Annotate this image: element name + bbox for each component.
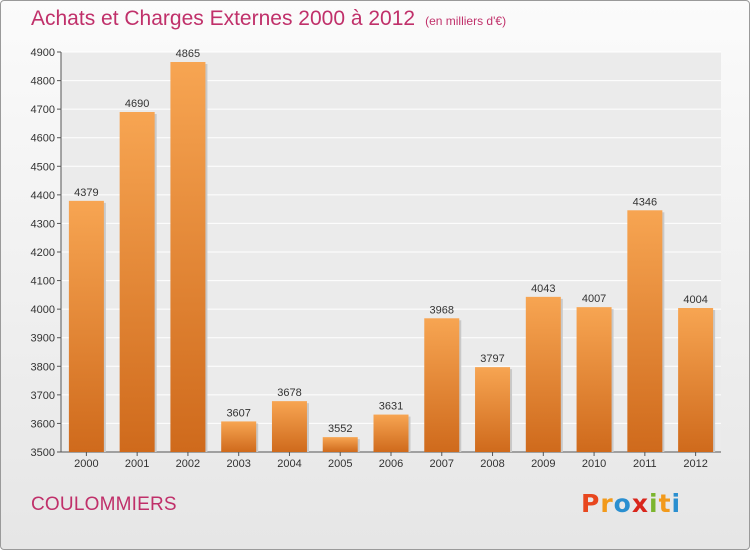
data-label: 3631 <box>379 401 403 413</box>
y-tick-label: 4000 <box>31 304 55 316</box>
data-label: 4043 <box>531 283 555 295</box>
data-label: 4346 <box>633 196 657 208</box>
bar <box>373 414 409 452</box>
bar <box>68 200 104 452</box>
bar <box>627 210 663 452</box>
data-label: 4007 <box>582 293 606 305</box>
bar <box>119 112 155 452</box>
bar <box>271 401 307 452</box>
y-tick-label: 3700 <box>31 390 55 402</box>
data-label: 4865 <box>176 48 200 60</box>
y-tick-label: 3800 <box>31 361 55 373</box>
logo-letter: x <box>631 489 649 518</box>
logo-letter: r <box>600 489 614 518</box>
y-tick-label: 4400 <box>31 190 55 202</box>
x-tick-label: 2010 <box>582 458 606 470</box>
logo-letter: o <box>613 489 632 518</box>
data-label: 3968 <box>430 304 454 316</box>
bar <box>322 437 358 452</box>
y-tick-label: 3600 <box>31 418 55 430</box>
data-label: 3797 <box>480 353 504 365</box>
y-tick-label: 4700 <box>31 104 55 116</box>
bar <box>424 318 460 452</box>
y-tick-label: 4200 <box>31 247 55 259</box>
logo-letter: i <box>671 489 682 518</box>
y-tick-label: 4100 <box>31 276 55 288</box>
y-tick-label: 4800 <box>31 76 55 88</box>
y-tick-label: 4500 <box>31 161 55 173</box>
bar <box>170 62 206 452</box>
x-tick-label: 2002 <box>176 458 200 470</box>
x-tick-label: 2001 <box>125 458 149 470</box>
x-tick-label: 2006 <box>379 458 403 470</box>
data-label: 3678 <box>277 387 301 399</box>
chart-title-text: Achats et Charges Externes 2000 à 2012 <box>31 7 416 30</box>
logo-letter: i <box>649 489 659 518</box>
data-label: 4379 <box>74 187 98 199</box>
x-tick-label: 2003 <box>226 458 250 470</box>
y-tick-label: 3900 <box>31 333 55 345</box>
logo-letter: t <box>658 489 672 518</box>
bar <box>576 307 612 452</box>
x-tick-label: 2008 <box>480 458 504 470</box>
logo-letter: P <box>581 489 601 518</box>
x-tick-label: 2012 <box>683 458 707 470</box>
proxiti-logo[interactable]: Proxiti <box>581 489 681 518</box>
x-tick-label: 2004 <box>277 458 301 470</box>
y-tick-label: 4900 <box>31 47 55 59</box>
bar <box>678 308 714 452</box>
chart-title: Achats et Charges Externes 2000 à 2012 (e… <box>31 7 506 31</box>
x-tick-label: 2000 <box>74 458 98 470</box>
data-label: 4690 <box>125 98 149 110</box>
x-tick-label: 2011 <box>633 458 657 470</box>
data-label: 4004 <box>683 294 707 306</box>
x-tick-label: 2007 <box>430 458 454 470</box>
data-label: 3607 <box>226 407 250 419</box>
commune-name: COULOMMIERS <box>31 494 177 515</box>
bar <box>525 296 561 452</box>
data-label: 3552 <box>328 423 352 435</box>
y-tick-label: 4300 <box>31 218 55 230</box>
chart-subtitle: (en milliers d'€) <box>425 14 507 28</box>
y-tick-label: 3500 <box>31 447 55 459</box>
x-tick-label: 2009 <box>531 458 555 470</box>
y-tick-label: 4600 <box>31 133 55 145</box>
bar <box>221 421 257 452</box>
x-tick-label: 2005 <box>328 458 352 470</box>
bar <box>475 367 511 452</box>
